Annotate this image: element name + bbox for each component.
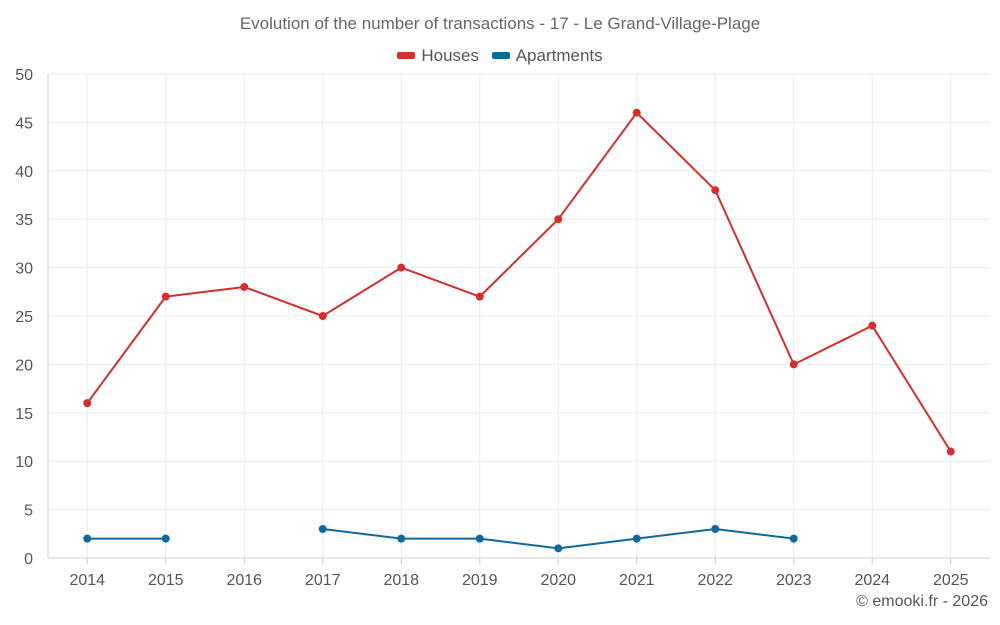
y-tick-label-20: 20 bbox=[15, 357, 33, 374]
x-tick-label-2024: 2024 bbox=[854, 572, 890, 589]
data-point-apartments-2014 bbox=[83, 534, 92, 543]
legend: Houses Apartments bbox=[0, 44, 1000, 66]
x-tick-label-2017: 2017 bbox=[305, 572, 341, 589]
y-tick-label-30: 30 bbox=[15, 261, 33, 278]
x-tick-label-2018: 2018 bbox=[383, 572, 419, 589]
data-point-apartments-2021 bbox=[632, 534, 641, 543]
data-point-apartments-2015 bbox=[161, 534, 170, 543]
x-tick-label-2023: 2023 bbox=[776, 572, 812, 589]
y-tick-label-10: 10 bbox=[15, 454, 33, 471]
y-tick-label-50: 50 bbox=[15, 67, 33, 84]
y-tick-label-15: 15 bbox=[15, 406, 33, 423]
series-line-houses-0 bbox=[86, 111, 952, 453]
x-tick-label-2015: 2015 bbox=[148, 572, 184, 589]
data-point-houses-2019 bbox=[475, 292, 484, 301]
x-tick-label-2025: 2025 bbox=[933, 572, 969, 589]
data-point-houses-2015 bbox=[161, 292, 170, 301]
data-point-apartments-2017 bbox=[318, 524, 327, 533]
data-point-houses-2022 bbox=[711, 186, 720, 195]
data-point-apartments-2018 bbox=[397, 534, 406, 543]
data-point-apartments-2020 bbox=[554, 544, 563, 553]
data-point-houses-2021 bbox=[632, 108, 641, 117]
y-tick-label-40: 40 bbox=[15, 164, 33, 181]
data-point-apartments-2022 bbox=[711, 524, 720, 533]
x-tick-label-2014: 2014 bbox=[69, 572, 105, 589]
x-tick-label-2020: 2020 bbox=[540, 572, 576, 589]
data-point-apartments-2023 bbox=[789, 534, 798, 543]
legend-label-apartments: Apartments bbox=[515, 45, 603, 65]
data-point-houses-2018 bbox=[397, 263, 406, 272]
y-tick-label-5: 5 bbox=[24, 503, 33, 520]
y-tick-label-45: 45 bbox=[15, 115, 33, 132]
data-point-houses-2016 bbox=[240, 282, 249, 291]
x-tick-label-2016: 2016 bbox=[226, 572, 262, 589]
legend-item-apartments[interactable]: Apartments bbox=[491, 45, 603, 66]
y-tick-label-35: 35 bbox=[15, 212, 33, 229]
data-point-houses-2020 bbox=[554, 215, 563, 224]
y-tick-label-0: 0 bbox=[24, 551, 33, 568]
x-tick-label-2022: 2022 bbox=[697, 572, 733, 589]
credit-text: © emooki.fr - 2026 bbox=[856, 593, 988, 610]
data-point-houses-2014 bbox=[83, 399, 92, 408]
data-point-houses-2024 bbox=[868, 321, 877, 330]
legend-label-houses: Houses bbox=[421, 45, 479, 65]
data-point-houses-2017 bbox=[318, 312, 327, 320]
legend-item-houses[interactable]: Houses bbox=[397, 46, 479, 66]
data-point-apartments-2019 bbox=[475, 534, 484, 543]
legend-swatch-houses bbox=[397, 52, 416, 59]
x-tick-label-2019: 2019 bbox=[462, 572, 498, 589]
data-point-houses-2023 bbox=[789, 360, 798, 369]
x-tick-label-2021: 2021 bbox=[619, 572, 655, 589]
legend-swatch-apartments bbox=[491, 52, 510, 59]
data-point-houses-2025 bbox=[946, 447, 955, 456]
y-tick-label-25: 25 bbox=[15, 309, 33, 326]
chart-title: Evolution of the number of transactions … bbox=[239, 14, 761, 33]
